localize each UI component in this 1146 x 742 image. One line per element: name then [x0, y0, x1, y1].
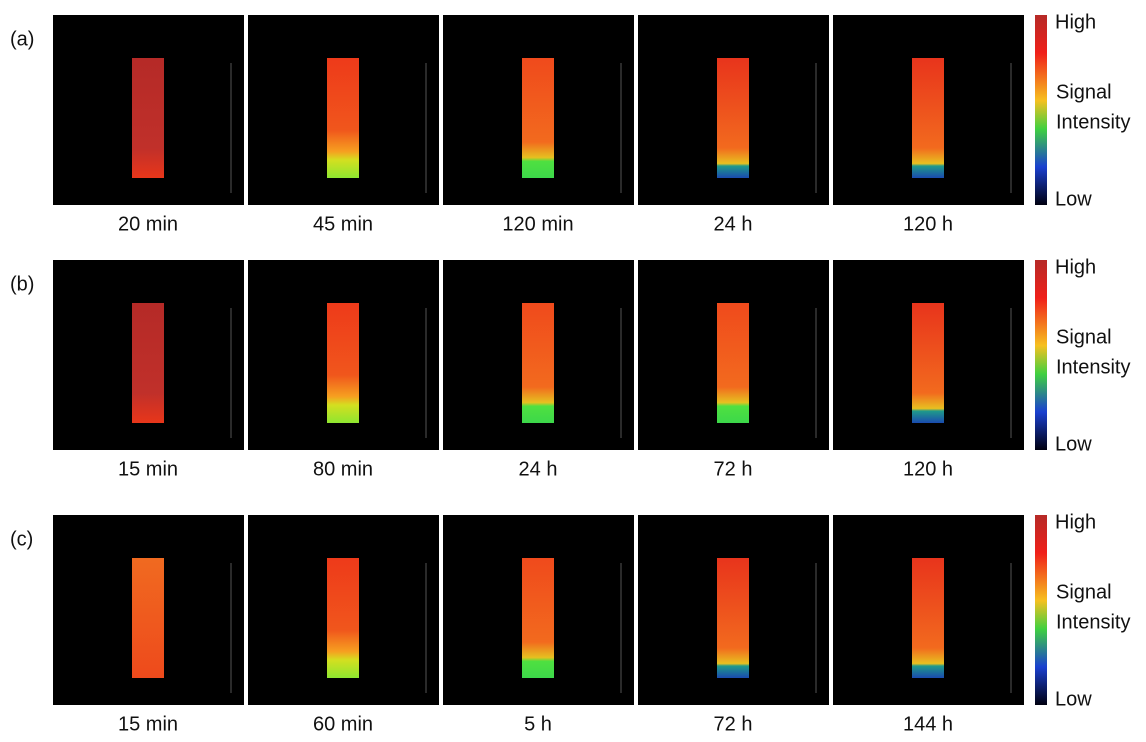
- sample-image: [132, 558, 164, 678]
- sample-image: [522, 303, 554, 423]
- colorbar-low: Low: [1055, 188, 1092, 210]
- panel-label: 45 min: [313, 213, 373, 235]
- sample-image: [717, 58, 749, 178]
- panel-label: 60 min: [313, 713, 373, 735]
- panel-label: 120 min: [502, 213, 573, 235]
- colorbar-title: Intensity: [1056, 611, 1130, 633]
- panel-label: 5 h: [524, 713, 552, 735]
- panel-label: 72 h: [714, 713, 753, 735]
- colorbar-title: Signal: [1056, 81, 1112, 103]
- panel-label: 24 h: [714, 213, 753, 235]
- colorbar-high: High: [1055, 11, 1096, 33]
- sample-image: [327, 303, 359, 423]
- sample-image: [912, 303, 944, 423]
- sample-image: [522, 558, 554, 678]
- colorbar-title: Signal: [1056, 581, 1112, 603]
- panel-label: 15 min: [118, 458, 178, 480]
- sample-image: [132, 303, 164, 423]
- sample-image: [912, 58, 944, 178]
- sample-image: [522, 58, 554, 178]
- colorbar-low: Low: [1055, 433, 1092, 455]
- sample-image: [912, 558, 944, 678]
- panel-label: 120 h: [903, 458, 953, 480]
- sample-image: [327, 58, 359, 178]
- sample-image: [327, 558, 359, 678]
- sample-image: [717, 558, 749, 678]
- figure: (a) 20 min 45 min 120 min 24 h 120 h High Signa…: [0, 0, 1146, 737]
- panel-label: 144 h: [903, 713, 953, 735]
- panel-label: 120 h: [903, 213, 953, 235]
- row-label: (c): [10, 528, 33, 550]
- colorbar-title: Signal: [1056, 326, 1112, 348]
- panel-label: 15 min: [118, 713, 178, 735]
- colorbar-title: Intensity: [1056, 356, 1130, 378]
- panel-label: 80 min: [313, 458, 373, 480]
- colorbar-high: High: [1055, 511, 1096, 533]
- row-label: (b): [10, 273, 34, 295]
- colorbar-high: High: [1055, 256, 1096, 278]
- colorbar-low: Low: [1055, 688, 1092, 710]
- colorbar: [1035, 15, 1047, 205]
- colorbar-title: Intensity: [1056, 111, 1130, 133]
- colorbar: [1035, 515, 1047, 705]
- sample-image: [132, 58, 164, 178]
- colorbar: [1035, 260, 1047, 450]
- panel-label: 20 min: [118, 213, 178, 235]
- row-label: (a): [10, 28, 34, 50]
- panel-label: 72 h: [714, 458, 753, 480]
- panel-label: 24 h: [519, 458, 558, 480]
- sample-image: [717, 303, 749, 423]
